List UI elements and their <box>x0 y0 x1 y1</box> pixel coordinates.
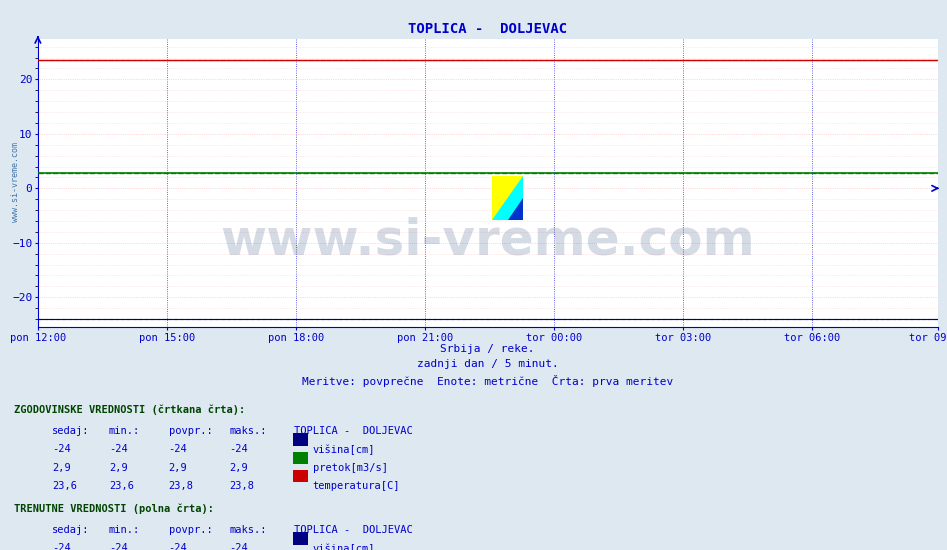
Polygon shape <box>492 176 523 220</box>
Text: -24: -24 <box>109 543 128 550</box>
Text: povpr.:: povpr.: <box>169 426 212 436</box>
Text: 2,9: 2,9 <box>169 463 188 472</box>
Text: 2,9: 2,9 <box>109 463 128 472</box>
Text: -24: -24 <box>169 444 188 454</box>
Text: TRENUTNE VREDNOSTI (polna črta):: TRENUTNE VREDNOSTI (polna črta): <box>14 503 214 514</box>
Polygon shape <box>508 198 523 220</box>
Text: www.si-vreme.com: www.si-vreme.com <box>221 217 755 265</box>
Text: 2,9: 2,9 <box>52 463 71 472</box>
Text: -24: -24 <box>52 543 71 550</box>
Text: -24: -24 <box>109 444 128 454</box>
Title: TOPLICA -  DOLJEVAC: TOPLICA - DOLJEVAC <box>408 22 567 36</box>
Text: -24: -24 <box>52 444 71 454</box>
Text: 23,6: 23,6 <box>52 481 77 491</box>
Text: -24: -24 <box>169 543 188 550</box>
Text: sedaj:: sedaj: <box>52 525 90 535</box>
Text: -24: -24 <box>229 444 248 454</box>
Text: 23,8: 23,8 <box>169 481 193 491</box>
Text: Meritve: povprečne  Enote: metrične  Črta: prva meritev: Meritve: povprečne Enote: metrične Črta:… <box>302 375 673 387</box>
Text: TOPLICA -  DOLJEVAC: TOPLICA - DOLJEVAC <box>294 525 412 535</box>
Text: ZGODOVINSKE VREDNOSTI (črtkana črta):: ZGODOVINSKE VREDNOSTI (črtkana črta): <box>14 404 245 415</box>
Text: povpr.:: povpr.: <box>169 525 212 535</box>
Text: maks.:: maks.: <box>229 525 267 535</box>
Text: TOPLICA -  DOLJEVAC: TOPLICA - DOLJEVAC <box>294 426 412 436</box>
Text: višina[cm]: višina[cm] <box>313 444 375 455</box>
Text: pretok[m3/s]: pretok[m3/s] <box>313 463 387 472</box>
Text: min.:: min.: <box>109 426 140 436</box>
Polygon shape <box>492 176 523 220</box>
Text: 2,9: 2,9 <box>229 463 248 472</box>
Text: temperatura[C]: temperatura[C] <box>313 481 400 491</box>
Text: 23,8: 23,8 <box>229 481 254 491</box>
Text: min.:: min.: <box>109 525 140 535</box>
Text: Srbija / reke.: Srbija / reke. <box>440 344 535 354</box>
Text: www.si-vreme.com: www.si-vreme.com <box>10 141 20 222</box>
Text: višina[cm]: višina[cm] <box>313 543 375 550</box>
Text: -24: -24 <box>229 543 248 550</box>
Text: 23,6: 23,6 <box>109 481 134 491</box>
Text: zadnji dan / 5 minut.: zadnji dan / 5 minut. <box>417 359 559 369</box>
Text: maks.:: maks.: <box>229 426 267 436</box>
Text: sedaj:: sedaj: <box>52 426 90 436</box>
